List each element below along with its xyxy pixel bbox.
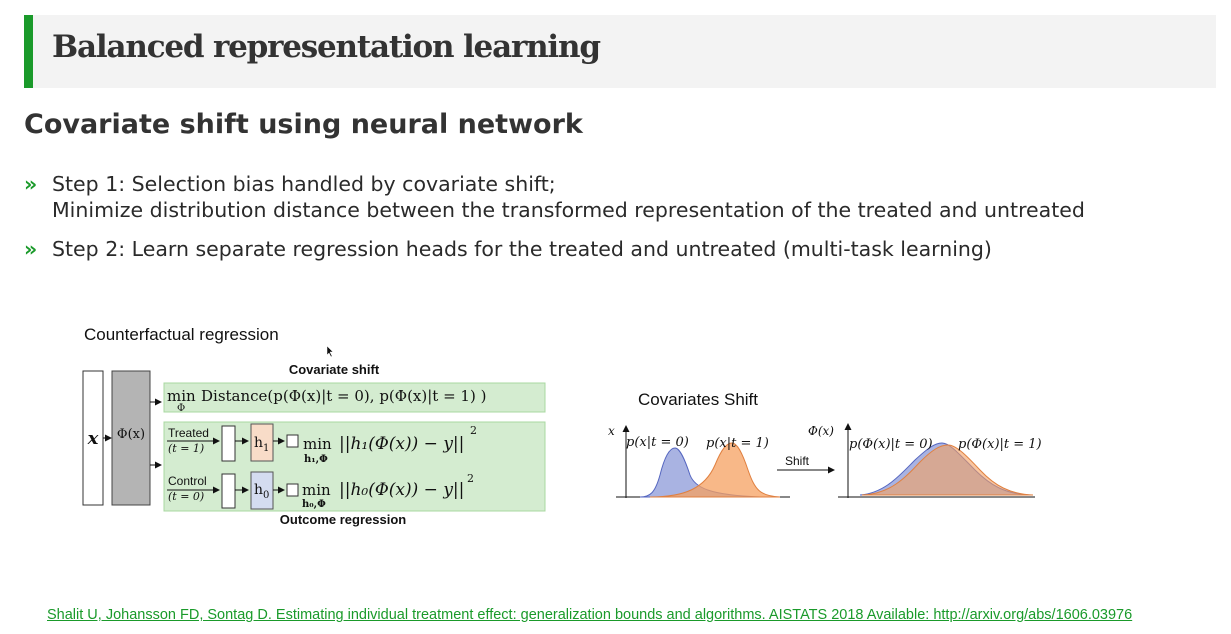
min-label: min	[303, 435, 332, 453]
hidden-layer-box	[221, 425, 236, 462]
slide-title: Balanced representation learning	[52, 29, 601, 65]
left-diagram-heading: Counterfactual regression	[84, 325, 279, 344]
h1-head-box	[250, 423, 274, 462]
h0-subscript: 0	[263, 490, 269, 501]
left-curve-t0-label: p(x|t = 0)	[626, 435, 689, 450]
min-subscript: Φ	[177, 403, 185, 414]
right-curve-t1-label: p(Φ(x)|t = 1)	[958, 437, 1042, 452]
bullet-marker: »	[24, 172, 38, 196]
control-condition: (t = 0)	[168, 490, 204, 503]
right-curve-t0-label: p(Φ(x)|t = 0)	[849, 437, 933, 452]
title-bar: Balanced representation learning	[24, 15, 1216, 88]
h1-min-subscript: h₁,Φ	[304, 454, 328, 465]
h1-loss: ||h₁(Φ(x)) − y||	[339, 434, 464, 454]
covariates-shift-diagram: Covariates Shift x p(x|t = 0) p(x|t = 1)…	[608, 390, 1042, 498]
right-axis-label: Φ(x)	[808, 424, 834, 438]
treated-condition: (t = 1)	[168, 442, 204, 455]
bullet-line: Step 1: Selection bias handled by covari…	[52, 172, 556, 196]
hidden-layer-box	[221, 473, 236, 509]
min-label: min	[302, 481, 331, 499]
covariate-shift-label: Covariate shift	[289, 362, 380, 377]
outcome-regression-label: Outcome regression	[280, 512, 406, 527]
bullet-marker: »	[24, 237, 38, 261]
right-diagram-heading: Covariates Shift	[638, 390, 758, 409]
input-label: x	[87, 428, 99, 449]
h1-label: h	[254, 435, 263, 451]
distance-expression: Distance(p(Φ(x)|t = 0), p(Φ(x)|t = 1) )	[201, 387, 486, 405]
left-curve-t1-label: p(x|t = 1)	[706, 436, 769, 451]
representation-label: Φ(x)	[117, 427, 145, 442]
left-curve-t1	[649, 442, 781, 498]
reference-link[interactable]: Shalit U, Johansson FD, Sontag D. Estima…	[47, 607, 1133, 623]
placeholder-box	[286, 434, 299, 448]
counterfactual-regression-diagram: Counterfactual regression Covariate shif…	[82, 325, 546, 527]
representation-box	[111, 370, 151, 506]
h1-square: 2	[470, 424, 477, 437]
h0-label: h	[254, 482, 263, 498]
title-accent	[24, 15, 33, 88]
distance-box	[163, 382, 546, 413]
h1-subscript: 1	[263, 443, 269, 454]
left-axis-label: x	[608, 424, 615, 438]
bullet-line: Step 2: Learn separate regression heads …	[52, 237, 992, 261]
min-label: min	[167, 387, 196, 405]
right-curve-t1	[861, 444, 1034, 496]
shift-label: Shift	[785, 454, 810, 468]
bullet-line: Minimize distribution distance between t…	[52, 198, 1085, 222]
mouse-cursor-icon	[326, 345, 334, 358]
control-label: Control	[168, 474, 207, 488]
treated-label: Treated	[168, 426, 209, 440]
slide-subtitle: Covariate shift using neural network	[24, 109, 583, 140]
h0-min-subscript: h₀,Φ	[302, 499, 326, 510]
h0-loss: ||h₀(Φ(x)) − y||	[339, 480, 464, 500]
h0-square: 2	[467, 472, 474, 485]
placeholder-box	[286, 483, 299, 497]
